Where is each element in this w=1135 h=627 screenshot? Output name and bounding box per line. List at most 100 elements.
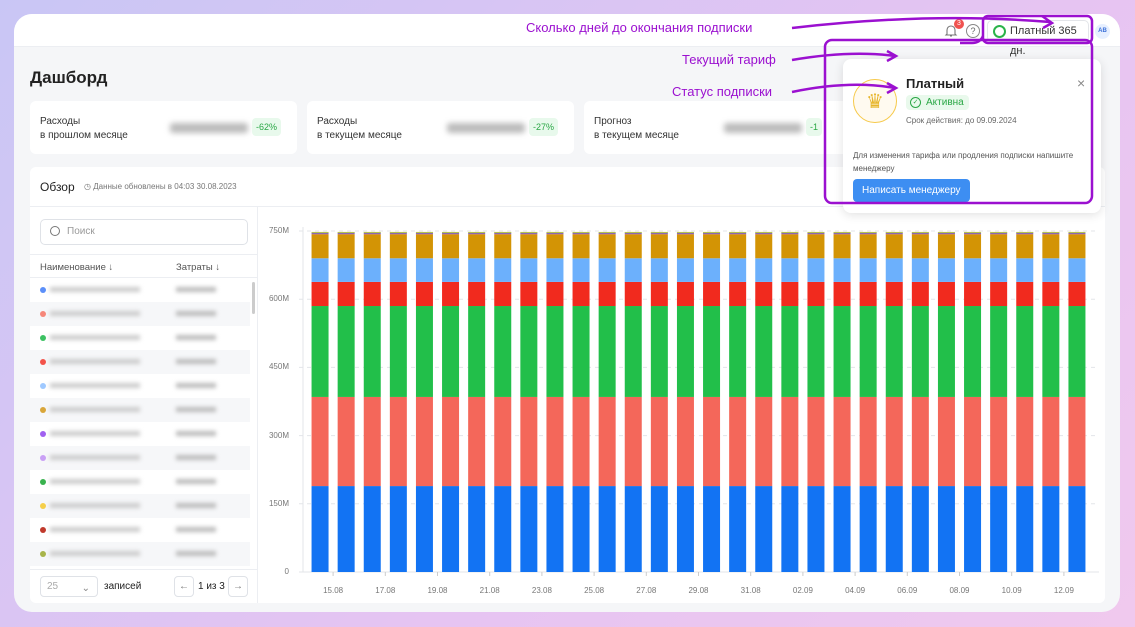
- bar-segment-11.09[interactable]: [1042, 233, 1060, 235]
- bar-segment-04.09[interactable]: [859, 306, 877, 397]
- bar-segment-14.08[interactable]: [311, 234, 329, 259]
- bar-segment-19.08[interactable]: [442, 258, 460, 282]
- help-icon[interactable]: ?: [966, 24, 980, 38]
- bar-segment-29.08[interactable]: [703, 306, 721, 397]
- bar-segment-02.09[interactable]: [807, 258, 825, 282]
- bar-segment-18.08[interactable]: [415, 396, 433, 487]
- bar-segment-25.08[interactable]: [598, 486, 616, 572]
- bar-segment-06.09[interactable]: [911, 396, 929, 487]
- bar-segment-24.08[interactable]: [572, 486, 590, 572]
- bar-segment-17.08[interactable]: [389, 281, 407, 307]
- next-page-button[interactable]: →: [228, 576, 248, 597]
- list-item[interactable]: [30, 518, 250, 542]
- bar-segment-19.08[interactable]: [442, 231, 460, 233]
- bar-segment-31.08[interactable]: [755, 486, 773, 572]
- bar-segment-19.08[interactable]: [442, 234, 460, 259]
- bar-segment-26.08[interactable]: [624, 258, 642, 282]
- bar-segment-18.08[interactable]: [415, 233, 433, 235]
- bar-segment-25.08[interactable]: [598, 234, 616, 259]
- bar-segment-01.09[interactable]: [781, 234, 799, 259]
- bar-segment-03.09[interactable]: [833, 486, 851, 572]
- bar-segment-28.08[interactable]: [676, 258, 694, 282]
- bar-segment-11.09[interactable]: [1042, 486, 1060, 572]
- bar-segment-03.09[interactable]: [833, 306, 851, 397]
- bar-segment-18.08[interactable]: [415, 258, 433, 282]
- bar-segment-23.08[interactable]: [546, 306, 564, 397]
- bar-segment-30.08[interactable]: [729, 258, 747, 282]
- column-name-sort[interactable]: Наименование ↓: [40, 262, 114, 273]
- bar-segment-10.09[interactable]: [1016, 486, 1034, 572]
- list-item[interactable]: [30, 422, 250, 446]
- bar-segment-14.08[interactable]: [311, 232, 329, 234]
- bar-segment-09.09[interactable]: [990, 396, 1008, 487]
- bar-segment-29.08[interactable]: [703, 233, 721, 235]
- bar-segment-24.08[interactable]: [572, 233, 590, 235]
- bar-segment-27.08[interactable]: [650, 233, 668, 235]
- page-size-select[interactable]: 25 ⌄: [40, 576, 98, 597]
- bar-segment-06.09[interactable]: [911, 231, 929, 233]
- bar-segment-09.09[interactable]: [990, 486, 1008, 572]
- bar-segment-26.08[interactable]: [624, 233, 642, 235]
- bar-segment-10.09[interactable]: [1016, 234, 1034, 259]
- bar-segment-08.09[interactable]: [964, 486, 982, 572]
- bar-segment-17.08[interactable]: [389, 233, 407, 235]
- bar-segment-04.09[interactable]: [859, 396, 877, 487]
- bar-segment-09.09[interactable]: [990, 232, 1008, 234]
- bell-icon[interactable]: [944, 24, 958, 38]
- bar-segment-11.09[interactable]: [1042, 306, 1060, 397]
- bar-segment-14.08[interactable]: [311, 258, 329, 282]
- bar-segment-28.08[interactable]: [676, 281, 694, 307]
- bar-segment-25.08[interactable]: [598, 281, 616, 307]
- plan-badge-button[interactable]: Платный 365 дн.: [987, 20, 1089, 57]
- bar-segment-23.08[interactable]: [546, 281, 564, 307]
- bar-segment-25.08[interactable]: [598, 306, 616, 397]
- bar-segment-22.08[interactable]: [520, 233, 538, 235]
- bar-segment-17.08[interactable]: [389, 231, 407, 233]
- bar-segment-27.08[interactable]: [650, 486, 668, 572]
- list-item[interactable]: [30, 470, 250, 494]
- bar-segment-22.08[interactable]: [520, 232, 538, 234]
- bar-segment-12.09[interactable]: [1068, 281, 1086, 307]
- bar-segment-21.08[interactable]: [494, 306, 512, 397]
- bar-segment-31.08[interactable]: [755, 258, 773, 282]
- bar-segment-08.09[interactable]: [964, 258, 982, 282]
- bar-segment-05.09[interactable]: [885, 231, 903, 233]
- bar-segment-22.08[interactable]: [520, 258, 538, 282]
- bar-segment-24.08[interactable]: [572, 258, 590, 282]
- bar-segment-23.08[interactable]: [546, 231, 564, 233]
- bar-segment-14.08[interactable]: [311, 486, 329, 572]
- bar-segment-09.09[interactable]: [990, 281, 1008, 307]
- bar-segment-27.08[interactable]: [650, 396, 668, 487]
- bar-segment-15.08[interactable]: [337, 234, 355, 259]
- bar-segment-02.09[interactable]: [807, 281, 825, 307]
- bar-segment-11.09[interactable]: [1042, 281, 1060, 307]
- list-item[interactable]: [30, 278, 250, 302]
- bar-segment-20.08[interactable]: [468, 232, 486, 234]
- bar-segment-05.09[interactable]: [885, 281, 903, 307]
- bar-segment-10.09[interactable]: [1016, 396, 1034, 487]
- bar-segment-16.08[interactable]: [363, 233, 381, 235]
- bar-segment-15.08[interactable]: [337, 396, 355, 487]
- bar-segment-04.09[interactable]: [859, 233, 877, 235]
- bar-segment-06.09[interactable]: [911, 258, 929, 282]
- bar-segment-09.09[interactable]: [990, 234, 1008, 259]
- bar-segment-19.08[interactable]: [442, 306, 460, 397]
- bar-segment-07.09[interactable]: [937, 233, 955, 235]
- bar-segment-12.09[interactable]: [1068, 234, 1086, 259]
- bar-segment-14.08[interactable]: [311, 306, 329, 397]
- bar-segment-23.08[interactable]: [546, 396, 564, 487]
- bar-segment-23.08[interactable]: [546, 234, 564, 259]
- prev-page-button[interactable]: ←: [174, 576, 194, 597]
- bar-segment-11.09[interactable]: [1042, 232, 1060, 234]
- list-item[interactable]: [30, 374, 250, 398]
- list-item[interactable]: [30, 494, 250, 518]
- bar-segment-04.09[interactable]: [859, 234, 877, 259]
- bar-segment-14.08[interactable]: [311, 281, 329, 307]
- bar-segment-17.08[interactable]: [389, 234, 407, 259]
- bar-segment-30.08[interactable]: [729, 306, 747, 397]
- bar-segment-03.09[interactable]: [833, 281, 851, 307]
- bar-segment-18.08[interactable]: [415, 231, 433, 233]
- bar-segment-20.08[interactable]: [468, 396, 486, 487]
- bar-segment-17.08[interactable]: [389, 486, 407, 572]
- bar-segment-06.09[interactable]: [911, 306, 929, 397]
